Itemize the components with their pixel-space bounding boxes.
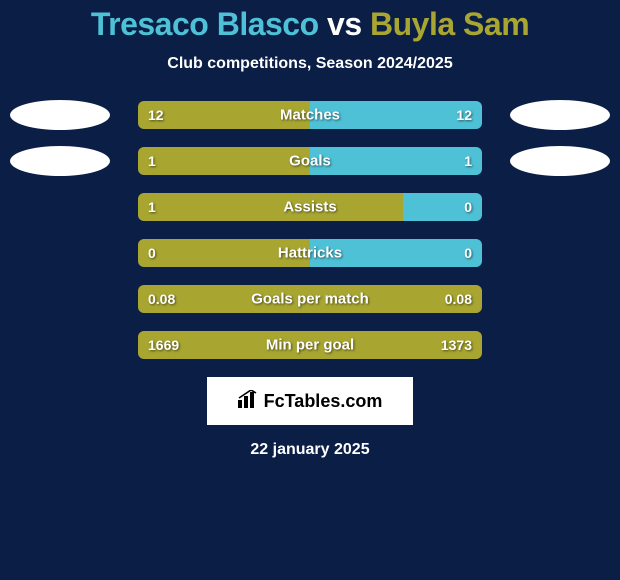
stat-bar-left — [138, 147, 310, 175]
stat-bar-left — [138, 285, 482, 313]
stat-bar: 00Hattricks — [138, 239, 482, 267]
player2-name: Buyla Sam — [370, 6, 529, 42]
stat-row: 10Assists — [0, 193, 620, 221]
stat-bar-right — [403, 193, 482, 221]
player2-avatar — [510, 146, 610, 176]
player1-avatar — [10, 100, 110, 130]
branding-text: FcTables.com — [264, 391, 383, 412]
stat-bar: 0.080.08Goals per match — [138, 285, 482, 313]
stat-bar-right — [310, 239, 482, 267]
stat-bar-left — [138, 101, 310, 129]
stat-bar: 1212Matches — [138, 101, 482, 129]
stat-rows: 1212Matches 11Goals 10Assists 00Hattricks 0.… — [0, 101, 620, 359]
branding-box: FcTables.com — [207, 377, 413, 425]
player1-avatar — [10, 146, 110, 176]
stat-row: 00Hattricks — [0, 239, 620, 267]
stat-row: 16691373Min per goal — [0, 331, 620, 359]
comparison-title: Tresaco Blasco vs Buyla Sam — [0, 6, 620, 43]
stat-bar-right — [310, 101, 482, 129]
stat-bar-left — [138, 331, 482, 359]
stat-row: 1212Matches — [0, 101, 620, 129]
comparison-card: Tresaco Blasco vs Buyla Sam Club competi… — [0, 0, 620, 580]
branding-content: FcTables.com — [238, 390, 383, 413]
stats-bars-icon — [238, 390, 260, 413]
stat-bar: 16691373Min per goal — [138, 331, 482, 359]
stat-row: 11Goals — [0, 147, 620, 175]
stat-bar-left — [138, 193, 403, 221]
date-text: 22 january 2025 — [0, 441, 620, 459]
player1-name: Tresaco Blasco — [91, 6, 319, 42]
subtitle: Club competitions, Season 2024/2025 — [0, 55, 620, 73]
player2-avatar — [510, 100, 610, 130]
stat-bar-left — [138, 239, 310, 267]
stat-bar: 10Assists — [138, 193, 482, 221]
stat-bar-right — [310, 147, 482, 175]
stat-row: 0.080.08Goals per match — [0, 285, 620, 313]
vs-text: vs — [327, 6, 362, 42]
stat-bar: 11Goals — [138, 147, 482, 175]
